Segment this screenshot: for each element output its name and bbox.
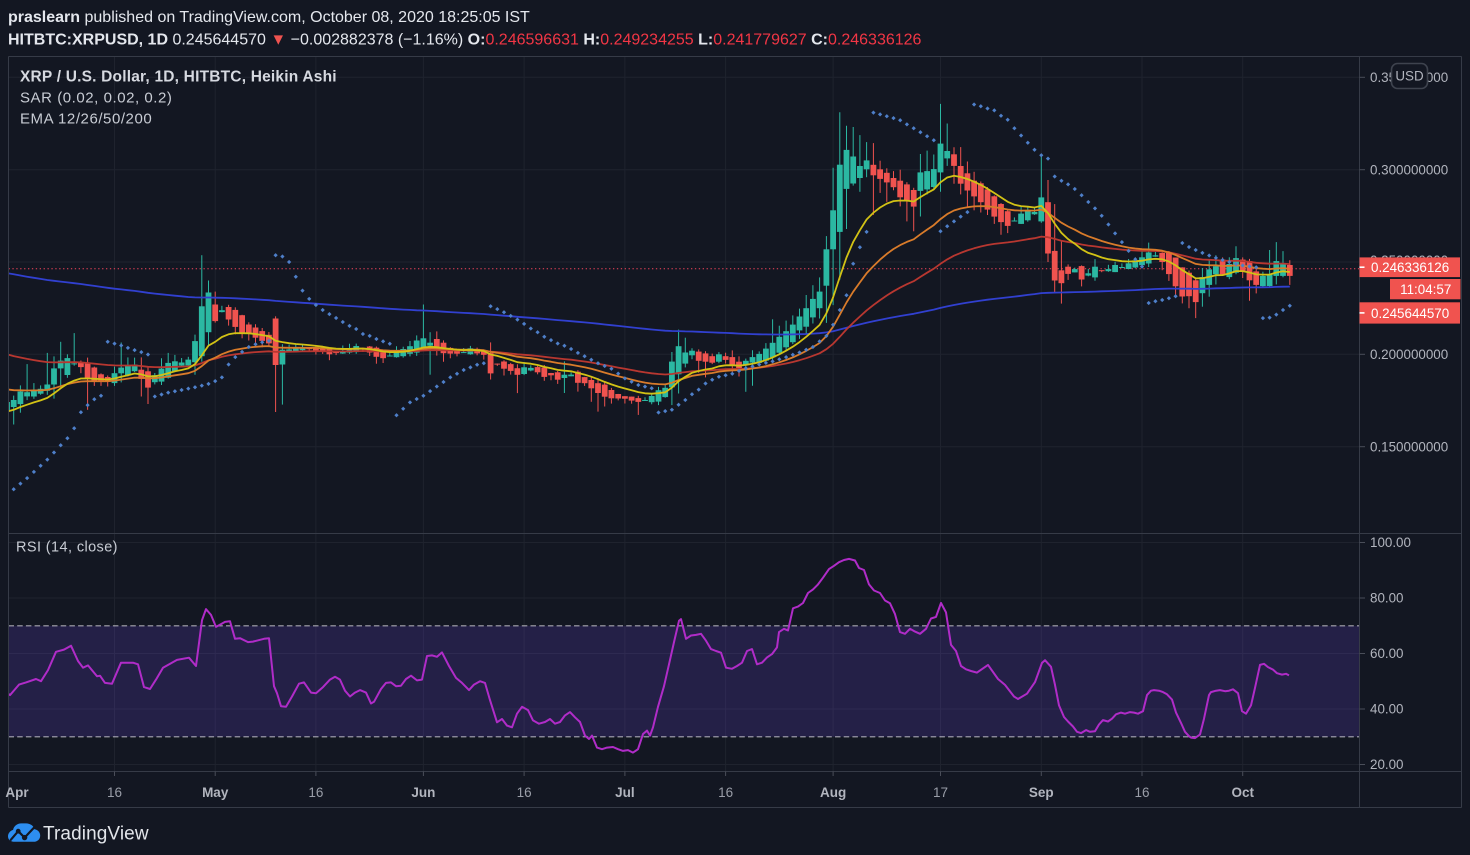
svg-text:16: 16 [308, 785, 323, 800]
svg-text:11:04:57: 11:04:57 [1400, 282, 1451, 297]
svg-text:RSI (14, close): RSI (14, close) [16, 540, 118, 556]
svg-text:TradingView: TradingView [43, 824, 149, 845]
svg-text:Jun: Jun [411, 785, 435, 800]
svg-text:40.00: 40.00 [1370, 702, 1404, 717]
svg-text:HITBTC:XRPUSD, 1D 0.245644570: HITBTC:XRPUSD, 1D 0.245644570 ▼ −0.00288… [8, 32, 922, 49]
svg-text:0.246336126: 0.246336126 [1371, 260, 1449, 275]
svg-text:0.150000000: 0.150000000 [1370, 439, 1448, 454]
svg-text:0.200000000: 0.200000000 [1370, 347, 1448, 362]
svg-text:20.00: 20.00 [1370, 757, 1404, 772]
svg-text:Apr: Apr [5, 785, 29, 800]
svg-text:XRP / U.S. Dollar, 1D, HITBTC,: XRP / U.S. Dollar, 1D, HITBTC, Heikin As… [20, 69, 337, 86]
svg-text:SAR (0.02, 0.02, 0.2): SAR (0.02, 0.02, 0.2) [20, 90, 172, 107]
svg-text:0.245644570: 0.245644570 [1371, 306, 1449, 321]
svg-text:EMA 12/26/50/200: EMA 12/26/50/200 [20, 111, 152, 128]
svg-text:Aug: Aug [820, 785, 846, 800]
svg-text:100.00: 100.00 [1370, 535, 1411, 550]
svg-text:16: 16 [517, 785, 532, 800]
svg-text:Jul: Jul [615, 785, 635, 800]
svg-text:May: May [202, 785, 229, 800]
svg-text:Oct: Oct [1231, 785, 1254, 800]
svg-text:USD: USD [1395, 69, 1424, 84]
svg-text:17: 17 [933, 785, 948, 800]
svg-text:0.300000000: 0.300000000 [1370, 162, 1448, 177]
svg-text:16: 16 [718, 785, 733, 800]
svg-text:16: 16 [1134, 785, 1149, 800]
svg-text:praslearn published on Trading: praslearn published on TradingView.com, … [8, 9, 530, 26]
svg-text:16: 16 [107, 785, 122, 800]
svg-text:80.00: 80.00 [1370, 591, 1404, 606]
svg-text:60.00: 60.00 [1370, 646, 1404, 661]
svg-text:Sep: Sep [1029, 785, 1054, 800]
